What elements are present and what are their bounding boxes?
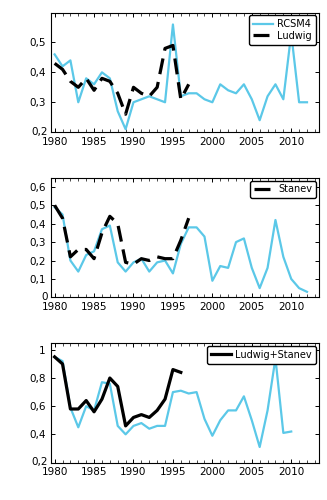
Text: 0,2: 0,2 (31, 458, 48, 468)
Legend: Ludwig+Stanev: Ludwig+Stanev (207, 346, 316, 364)
Legend: RCSM4, Ludwig: RCSM4, Ludwig (249, 16, 316, 44)
Legend: Stanev: Stanev (250, 180, 316, 198)
Text: 0: 0 (42, 292, 48, 302)
Text: 0,2: 0,2 (31, 127, 48, 137)
